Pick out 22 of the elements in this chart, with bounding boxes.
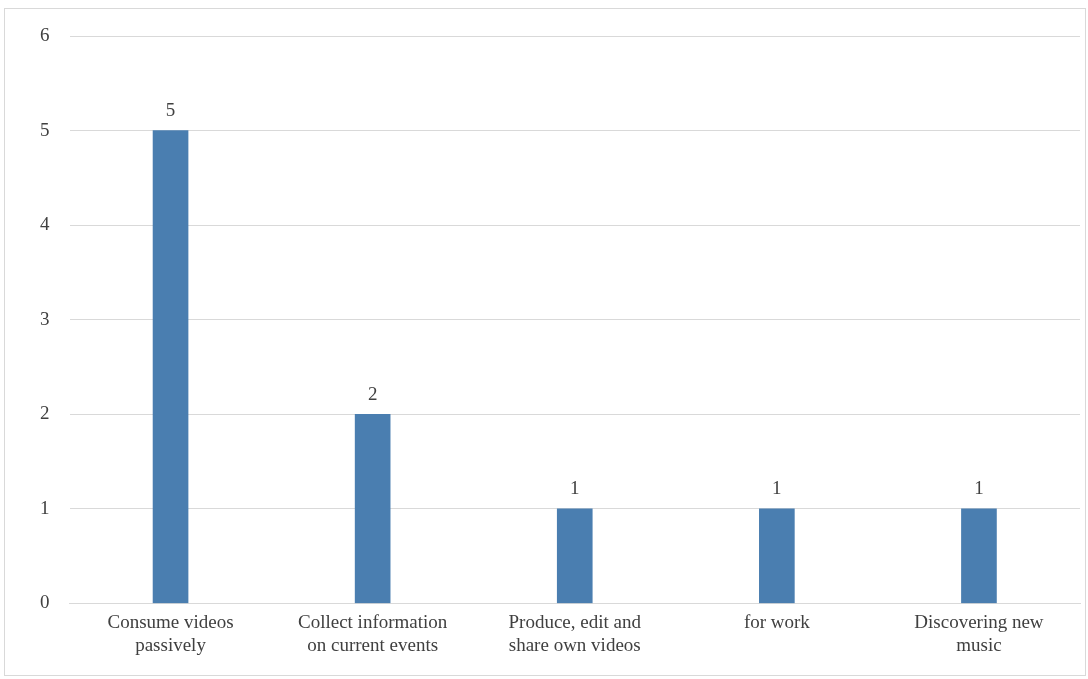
x-tick-label: Discovering new music	[914, 610, 1044, 655]
bar	[354, 413, 391, 604]
data-label: 1	[974, 477, 984, 499]
bar	[556, 508, 593, 604]
y-tick-label: 6	[40, 23, 50, 45]
data-label: 1	[570, 477, 580, 499]
data-label: 1	[772, 477, 782, 499]
bar	[759, 508, 795, 604]
y-tick-label: 5	[40, 118, 50, 140]
x-tick-label: Collect information on current events	[297, 610, 448, 655]
y-tick-label: 0	[40, 591, 50, 613]
x-tick-label: Consume videos passively	[107, 610, 234, 655]
y-tick-label: 2	[40, 402, 50, 424]
y-tick-label: 4	[40, 213, 50, 235]
x-tick-label: for work	[743, 610, 811, 632]
y-tick-label: 3	[40, 307, 50, 329]
bar	[961, 508, 997, 604]
x-tick-label: Produce, edit and share own videos	[508, 610, 642, 655]
data-label: 2	[367, 382, 378, 404]
data-label: 5	[165, 99, 176, 121]
bar	[152, 130, 189, 604]
y-tick-label: 1	[40, 496, 50, 518]
